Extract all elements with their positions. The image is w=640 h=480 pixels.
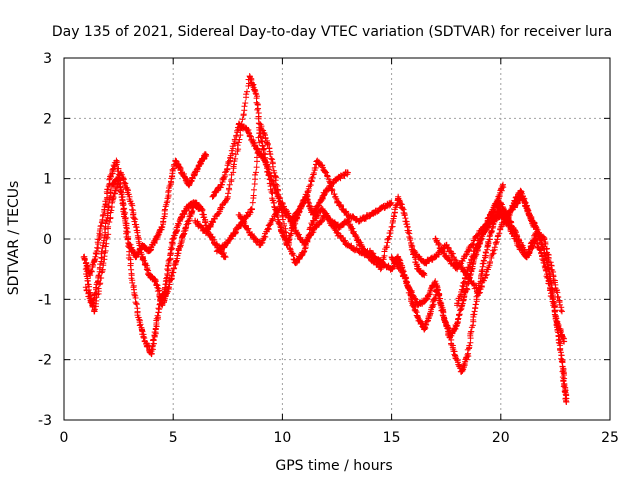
series-track-3 [82,169,229,315]
series-track-2 [82,175,203,358]
series-track-5 [209,120,395,225]
grid-layer [64,58,610,420]
points-layer [80,73,570,405]
series-track-6 [213,121,386,267]
